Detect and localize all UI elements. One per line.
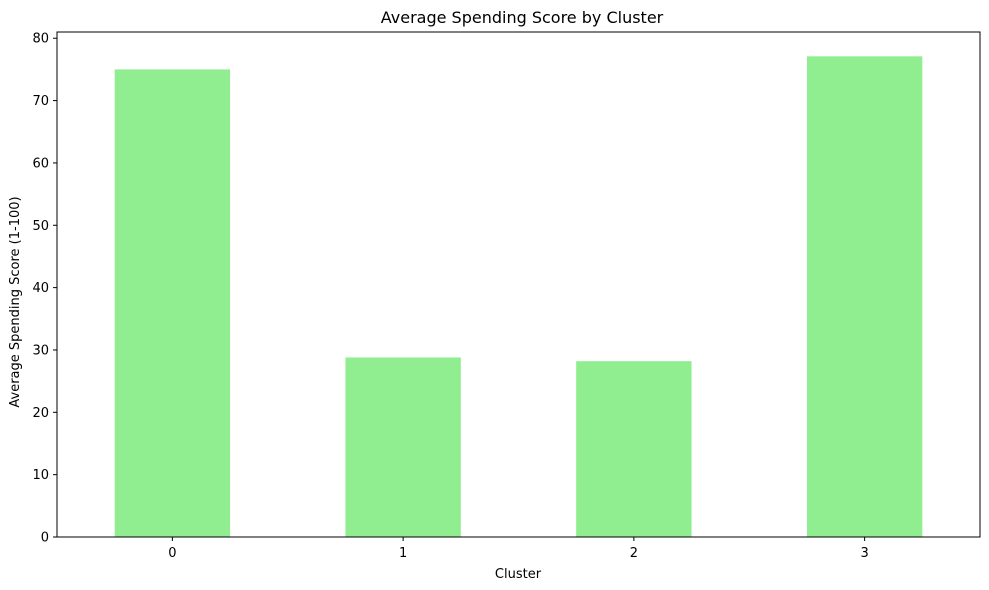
plot-area: 0 10 20 30 40 50 60 70 80 0 1 2 3 <box>32 31 981 561</box>
bar-cluster-2 <box>576 361 692 537</box>
plot-frame <box>56 31 981 538</box>
y-tick-label-70: 70 <box>32 94 49 109</box>
x-tick-label-0: 0 <box>168 546 176 561</box>
bar-cluster-0 <box>114 69 231 537</box>
y-tick-label-0: 0 <box>41 531 49 546</box>
x-tick-label-2: 2 <box>630 546 638 561</box>
x-axis-title: Cluster <box>495 567 542 582</box>
y-tick-label-40: 40 <box>32 281 49 296</box>
y-tick-label-50: 50 <box>32 219 49 234</box>
chart-title: Average Spending Score by Cluster <box>381 8 664 27</box>
y-tick-label-60: 60 <box>32 156 49 171</box>
y-tick-label-20: 20 <box>32 406 49 421</box>
x-tick-label-3: 3 <box>860 546 868 561</box>
x-tick-label-1: 1 <box>399 546 407 561</box>
y-tick-label-80: 80 <box>32 32 49 47</box>
y-axis-title: Average Spending Score (1-100) <box>8 196 23 407</box>
bar-cluster-1 <box>345 357 461 537</box>
bar-cluster-3 <box>806 56 923 537</box>
y-tick-label-30: 30 <box>32 343 49 358</box>
y-tick-label-10: 10 <box>32 468 49 483</box>
